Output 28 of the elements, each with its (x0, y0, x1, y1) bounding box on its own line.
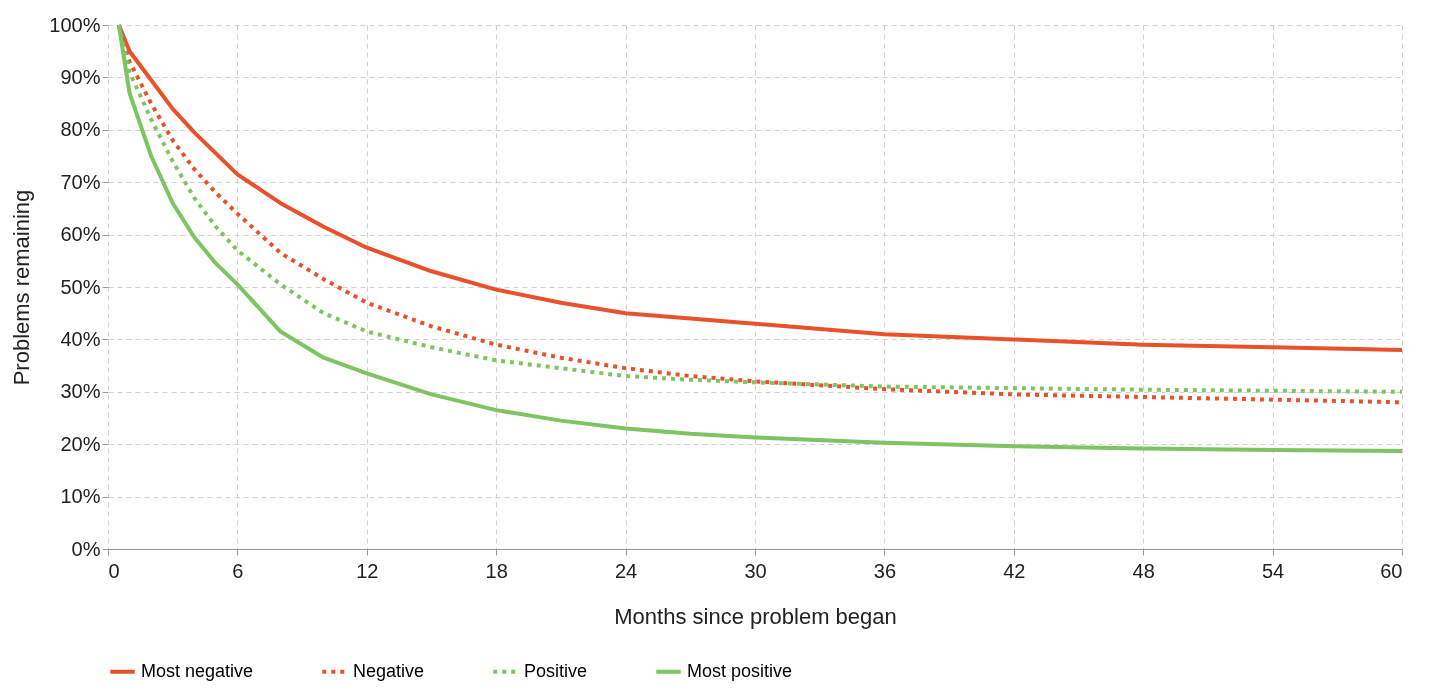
y-tick-label: 50% (60, 275, 101, 298)
y-tick-label: 0% (71, 537, 101, 560)
y-tick-label: 40% (60, 327, 101, 350)
y-axis-title: Problems remaining (9, 189, 35, 386)
x-tick-label: 42 (1003, 559, 1026, 582)
y-tick-label: 60% (60, 223, 101, 246)
y-tick-label: 100% (49, 13, 101, 36)
x-tick-label: 36 (873, 559, 897, 582)
y-tick-label: 30% (60, 380, 101, 403)
x-tick-label: 6 (232, 559, 244, 582)
legend-label: Negative (353, 660, 425, 681)
x-axis-title: Months since problem began (614, 603, 897, 629)
x-tick-label: 0 (108, 559, 120, 582)
x-tick-label: 24 (614, 559, 638, 582)
x-tick-label: 30 (744, 559, 767, 582)
x-tick-label: 12 (356, 559, 379, 582)
y-tick-label: 90% (60, 65, 101, 88)
y-tick-label: 20% (60, 432, 101, 455)
x-tick-label: 18 (485, 559, 508, 582)
x-tick-label: 48 (1132, 559, 1155, 582)
legend-label: Most positive (687, 660, 793, 681)
y-tick-label: 80% (60, 118, 101, 141)
y-tick-label: 70% (60, 170, 101, 193)
x-tick-label: 60 (1380, 559, 1403, 582)
x-tick-label: 54 (1261, 559, 1285, 582)
y-tick-label: 10% (60, 485, 101, 508)
legend-label: Most negative (141, 660, 254, 681)
legend-label: Positive (524, 660, 588, 681)
